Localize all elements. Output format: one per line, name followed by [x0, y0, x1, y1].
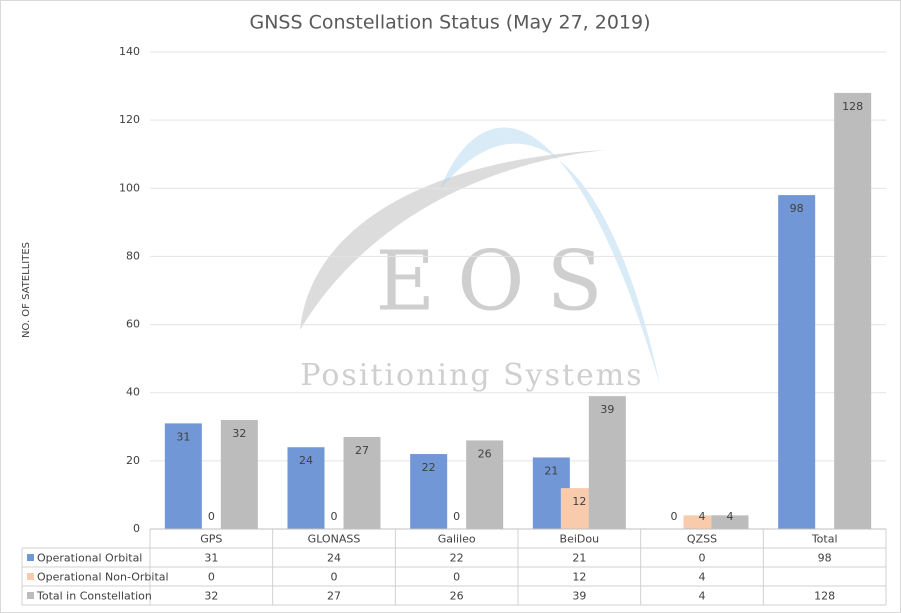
table-cell: 39	[572, 590, 586, 603]
x-tick-label: GPS	[200, 533, 222, 546]
table-cell: 21	[572, 552, 586, 565]
chart-title: GNSS Constellation Status (May 27, 2019)	[249, 12, 650, 34]
data-label: 0	[331, 510, 338, 523]
data-label: 4	[699, 510, 706, 523]
bar	[683, 515, 721, 529]
table-cell: 22	[450, 552, 464, 565]
table-cell: 128	[814, 590, 835, 603]
data-label: 32	[232, 427, 246, 440]
table-cell: 12	[572, 571, 586, 584]
data-label: 22	[422, 461, 436, 474]
legend-key	[27, 573, 34, 580]
data-label: 98	[790, 202, 804, 215]
bar	[343, 437, 381, 529]
y-tick-label: 80	[126, 249, 140, 262]
y-tick-label: 140	[119, 45, 140, 58]
data-label: 21	[544, 464, 558, 477]
data-label: 27	[355, 444, 369, 457]
legend-label: Total in Constellation	[36, 590, 152, 603]
legend-key	[27, 554, 34, 561]
table-cell: 32	[204, 590, 218, 603]
bar	[164, 423, 202, 529]
legend-label: Operational Orbital	[37, 552, 142, 565]
y-tick-label: 100	[119, 181, 140, 194]
data-label: 31	[176, 430, 190, 443]
table-cell: 0	[453, 571, 460, 584]
x-tick-label: Total	[811, 533, 838, 546]
bar	[588, 396, 626, 529]
data-label: 24	[299, 454, 313, 467]
table-cell: 31	[204, 552, 218, 565]
bar	[834, 92, 872, 529]
watermark-text: Positioning Systems	[300, 358, 643, 393]
x-tick-label: BeiDou	[560, 533, 600, 546]
data-label: 0	[208, 510, 215, 523]
watermark-logo: EOS	[375, 235, 624, 330]
data-label: 4	[727, 510, 734, 523]
x-tick-label: QZSS	[687, 533, 717, 546]
table-cell: 4	[699, 590, 706, 603]
y-tick-label: 40	[126, 386, 140, 399]
bar	[778, 195, 816, 529]
data-label: 128	[842, 100, 863, 113]
data-label: 0	[453, 510, 460, 523]
bar	[711, 515, 749, 529]
table-cell: 98	[818, 552, 832, 565]
y-tick-label: 120	[119, 113, 140, 126]
bar	[220, 419, 258, 529]
watermark-swoosh	[300, 150, 605, 330]
data-label: 0	[671, 510, 678, 523]
x-tick-label: GLONASS	[308, 533, 361, 546]
y-tick-label: 0	[133, 522, 140, 535]
table-cell: 0	[208, 571, 215, 584]
table-cell: 24	[327, 552, 341, 565]
table-cell: 26	[450, 590, 464, 603]
table-cell: 27	[327, 590, 341, 603]
legend-label: Operational Non-Orbital	[37, 571, 169, 584]
table-cell: 0	[331, 571, 338, 584]
y-tick-label: 60	[126, 318, 140, 331]
data-label: 26	[478, 447, 492, 460]
bar	[410, 454, 448, 529]
table-cell: 4	[699, 571, 706, 584]
data-label: 12	[572, 495, 586, 508]
y-tick-label: 20	[126, 454, 140, 467]
bar	[287, 447, 325, 529]
y-axis-label: NO. OF SATELLITES	[21, 242, 32, 338]
data-label: 39	[600, 403, 614, 416]
bar	[466, 440, 504, 529]
x-tick-label: Galileo	[438, 533, 476, 546]
legend-key	[27, 592, 34, 599]
table-cell: 0	[699, 552, 706, 565]
